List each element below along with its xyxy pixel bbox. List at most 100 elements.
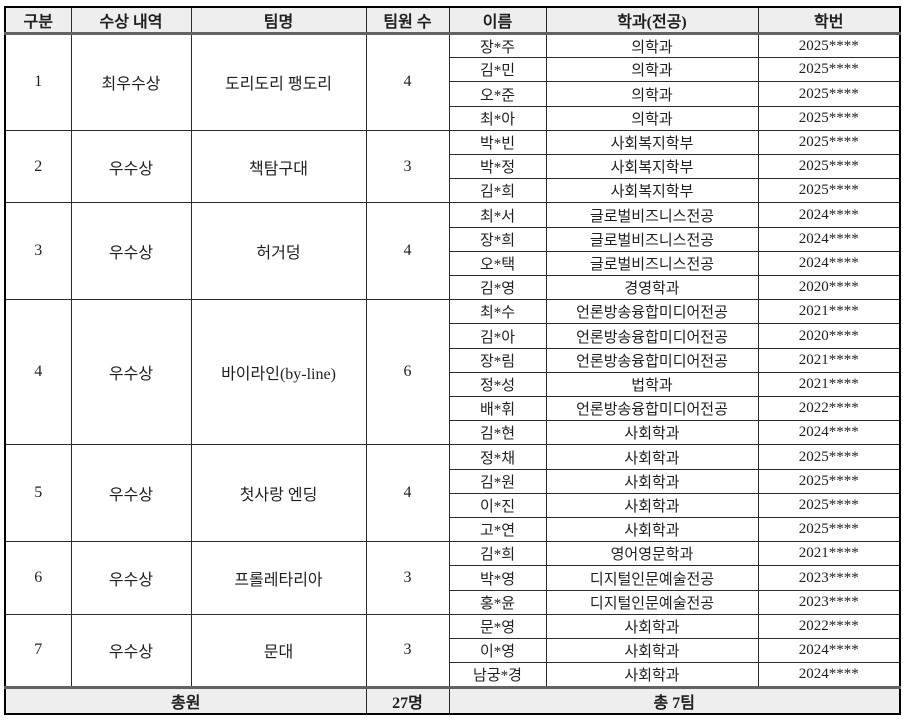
team-member-count-cell: 3	[365, 541, 450, 615]
member-name-cell: 박*영	[448, 565, 547, 591]
member-student-id-cell: 2022****	[757, 396, 901, 422]
member-row: 4 우수상 바이라인(by-line) 6 최*수 언론방송융합미디어전공 2021****	[4, 299, 901, 446]
member-name-cell: 문*영	[448, 613, 547, 640]
team-no-cell: 3	[4, 202, 72, 301]
member-student-id-cell: 2024****	[757, 250, 901, 277]
member-student-id-cell: 2020****	[757, 275, 901, 301]
member-major-cell: 사회학과	[545, 420, 759, 446]
team-no-cell: 2	[4, 129, 72, 204]
member-major-cell: 사회복지학부	[545, 129, 759, 156]
member-row: 장*희 글로벌비즈니스전공 2024****	[5, 226, 901, 252]
member-student-id-cell: 2025****	[757, 517, 901, 543]
member-student-id-cell: 2025****	[757, 81, 901, 107]
member-major-cell: 의학과	[545, 57, 759, 83]
team-award-cell: 우수상	[70, 444, 192, 543]
member-name-cell: 박*빈	[448, 129, 547, 156]
member-major-cell: 언론방송융합미디어전공	[545, 323, 759, 349]
member-student-id-cell: 2025****	[757, 129, 901, 156]
team-name-cell: 첫사랑 엔딩	[190, 444, 367, 543]
member-major-cell: 영어영문학과	[545, 541, 759, 567]
member-row: 김*민 의학과 2025****	[5, 57, 901, 83]
member-row: 오*택 글로벌비즈니스전공 2024****	[5, 250, 901, 277]
member-row: 고*연 사회학과 2025****	[5, 517, 901, 543]
team-no-cell: 5	[4, 444, 72, 543]
member-name-cell: 장*림	[448, 347, 547, 373]
team-award-cell: 우수상	[70, 613, 192, 688]
member-student-id-cell: 2025****	[757, 492, 901, 519]
table-footer: 총원 27명 총 7팀	[4, 685, 901, 715]
member-major-cell: 법학과	[545, 371, 759, 398]
member-student-id-cell: 2025****	[757, 154, 901, 180]
member-row: 5 우수상 첫사랑 엔딩 4 정*채 사회학과 2025****	[4, 444, 901, 543]
footer-total-teams: 총 7팀	[448, 685, 901, 715]
member-student-id-cell: 2025****	[757, 32, 901, 59]
team-name-cell: 도리도리 팽도리	[190, 33, 367, 131]
member-student-id-cell: 2025****	[757, 468, 901, 494]
member-row: 1 최우수상 도리도리 팽도리 4 장*주 의학과 2025****	[4, 32, 901, 131]
member-row: 박*정 사회복지학부 2025****	[5, 154, 901, 180]
member-major-cell: 글로벌비즈니스전공	[545, 226, 759, 252]
member-student-id-cell: 2024****	[757, 226, 901, 252]
team-member-count-cell: 4	[365, 33, 450, 131]
header-student-id: 학번	[757, 6, 901, 35]
member-major-cell: 글로벌비즈니스전공	[545, 202, 759, 228]
team-award-cell: 우수상	[70, 202, 192, 301]
member-name-cell: 고*연	[448, 517, 547, 543]
header-team-name: 팀명	[190, 6, 367, 35]
team-member-count-cell: 3	[365, 129, 450, 204]
member-major-cell: 사회학과	[545, 662, 759, 688]
member-student-id-cell: 2024****	[757, 202, 901, 228]
footer-row: 총원 27명 총 7팀	[4, 685, 901, 715]
team-member-count-cell: 4	[365, 202, 450, 301]
member-name-cell: 김*민	[448, 57, 547, 83]
member-name-cell: 김*아	[448, 323, 547, 349]
team-member-count-cell: 3	[365, 613, 450, 688]
team-award-cell: 최우수상	[70, 33, 192, 131]
table-body: 1 최우수상 도리도리 팽도리 4 장*주 의학과 2025**** 김*민 의학과 2025**…	[4, 32, 901, 688]
member-student-id-cell: 2025****	[757, 444, 901, 470]
footer-total-label: 총원	[4, 685, 367, 715]
member-row: 정*성 법학과 2021****	[5, 371, 901, 398]
table-header: 구분 수상 내역 팀명 팀원 수 이름 학과(전공) 학번	[4, 6, 901, 35]
member-major-cell: 사회복지학부	[545, 178, 759, 204]
member-row: 배*휘 언론방송융합미디어전공 2022****	[5, 396, 901, 422]
member-name-cell: 최*아	[448, 105, 547, 131]
member-major-cell: 언론방송융합미디어전공	[545, 299, 759, 325]
member-name-cell: 장*희	[448, 226, 547, 252]
member-name-cell: 홍*윤	[448, 589, 547, 615]
team-name-cell: 바이라인(by-line)	[190, 299, 367, 446]
member-student-id-cell: 2025****	[757, 178, 901, 204]
member-name-cell: 이*영	[448, 638, 547, 664]
member-major-cell: 사회학과	[545, 638, 759, 664]
header-category: 구분	[4, 6, 72, 35]
member-student-id-cell: 2025****	[757, 57, 901, 83]
member-student-id-cell: 2025****	[757, 105, 901, 131]
header-member-count: 팀원 수	[365, 6, 450, 35]
member-row: 김*희 사회복지학부 2025****	[5, 178, 901, 204]
member-name-cell: 정*성	[448, 371, 547, 398]
member-row: 3 우수상 허거덩 4 최*서 글로벌비즈니스전공 2024****	[4, 202, 901, 301]
member-major-cell: 의학과	[545, 81, 759, 107]
team-name-cell: 프롤레타리아	[190, 541, 367, 615]
member-name-cell: 정*채	[448, 444, 547, 470]
member-name-cell: 김*희	[448, 178, 547, 204]
member-row: 김*아 언론방송융합미디어전공 2020****	[5, 323, 901, 349]
member-major-cell: 경영학과	[545, 275, 759, 301]
member-student-id-cell: 2021****	[757, 541, 901, 567]
team-member-count-cell: 4	[365, 444, 450, 543]
member-row: 6 우수상 프롤레타리아 3 김*희 영어영문학과 2021****	[4, 541, 901, 615]
member-row: 김*현 사회학과 2024****	[5, 420, 901, 446]
member-student-id-cell: 2021****	[757, 347, 901, 373]
footer-total-members: 27명	[365, 685, 450, 715]
member-student-id-cell: 2022****	[757, 613, 901, 640]
member-row: 이*영 사회학과 2024****	[5, 638, 901, 664]
member-major-cell: 언론방송융합미디어전공	[545, 396, 759, 422]
team-no-cell: 4	[4, 299, 72, 446]
header-row: 구분 수상 내역 팀명 팀원 수 이름 학과(전공) 학번	[4, 6, 901, 35]
member-major-cell: 사회학과	[545, 444, 759, 470]
member-name-cell: 최*수	[448, 299, 547, 325]
member-name-cell: 장*주	[448, 32, 547, 59]
member-name-cell: 배*휘	[448, 396, 547, 422]
member-name-cell: 오*택	[448, 250, 547, 277]
